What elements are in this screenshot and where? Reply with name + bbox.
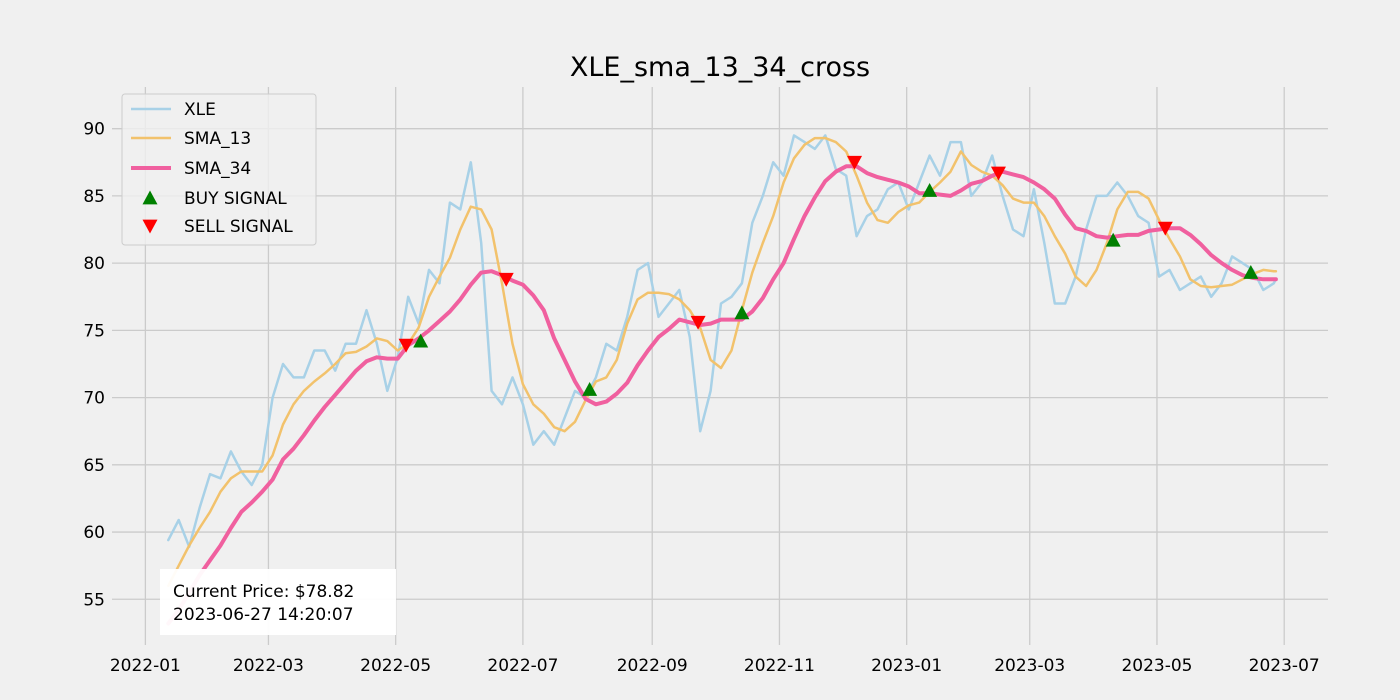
legend-box — [121, 93, 317, 246]
legend-buy-marker — [142, 190, 158, 205]
buy-signal-marker — [1105, 232, 1121, 247]
x-tick-label: 2023-01 — [871, 656, 942, 676]
legend-label: BUY SIGNAL — [184, 189, 287, 209]
y-tick-label: 80 — [83, 254, 105, 274]
y-tick-label: 65 — [83, 456, 105, 476]
chart-title: XLE_sma_13_34_cross — [570, 52, 870, 83]
legend-label: SMA_13 — [184, 129, 251, 149]
legend-label: SELL SIGNAL — [184, 217, 293, 237]
sell-signal-marker — [498, 272, 514, 287]
legend-label: SMA_34 — [184, 159, 251, 179]
buy-signal-marker — [582, 382, 598, 396]
x-tick-label: 2022-11 — [744, 656, 815, 676]
buy-signal-marker — [734, 305, 750, 320]
buy-signal-marker — [413, 333, 429, 348]
y-tick-label: 60 — [83, 523, 105, 543]
x-tick-label: 2022-09 — [617, 656, 688, 676]
series-line-sma-34 — [166, 164, 1278, 626]
x-tick-label: 2023-07 — [1249, 656, 1320, 676]
sell-signal-marker — [398, 338, 414, 353]
axis-ticks: 2022-01 2022-03 2022-05 2022-07 2022-09 2022-… — [83, 120, 1319, 676]
series-lines — [166, 134, 1278, 626]
legend: XLE SMA_13 SMA_34 BUY SIGNAL SELL SIGNAL — [121, 93, 317, 246]
x-tick-label: 2023-05 — [1121, 656, 1192, 676]
annotation-price: Current Price: $78.82 — [173, 582, 354, 602]
x-tick-label: 2022-03 — [233, 656, 304, 676]
x-tick-label: 2022-07 — [487, 656, 558, 676]
y-tick-label: 90 — [83, 120, 105, 140]
y-tick-label: 85 — [83, 187, 105, 207]
series-line-xle — [167, 134, 1278, 549]
sell-signal-marker — [847, 155, 863, 170]
annotation-timestamp: 2023-06-27 14:20:07 — [173, 605, 354, 625]
buy-signal-marker — [922, 183, 938, 197]
x-tick-label: 2022-05 — [360, 656, 431, 676]
annotation-box — [160, 569, 396, 635]
current-price-annotation: Current Price: $78.82 2023-06-27 14:20:0… — [160, 569, 396, 635]
series-line-sma-13 — [167, 136, 1278, 588]
y-tick-label: 70 — [83, 389, 105, 409]
legend-sell-marker — [142, 219, 158, 234]
sell-signal-marker — [1157, 221, 1173, 236]
x-tick-label: 2023-03 — [994, 656, 1065, 676]
x-tick-label: 2022-01 — [110, 656, 181, 676]
buy-signal-marker — [1243, 265, 1259, 279]
y-tick-label: 75 — [83, 321, 105, 341]
legend-label: XLE — [184, 100, 216, 120]
y-tick-label: 55 — [83, 590, 105, 610]
sell-signal-marker — [990, 166, 1006, 181]
sell-signal-marker — [690, 315, 706, 330]
signal-markers — [398, 155, 1259, 396]
